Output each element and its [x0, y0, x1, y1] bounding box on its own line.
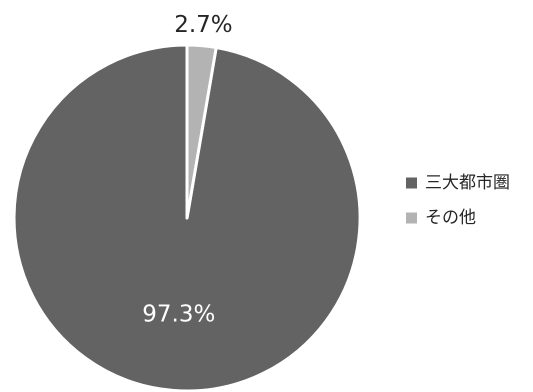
legend-swatch-1 — [406, 177, 417, 189]
pie-slices — [12, 43, 362, 392]
legend-swatch-2 — [406, 212, 417, 224]
pie-slice-2 — [185, 43, 218, 220]
legend-label-2: その他 — [425, 208, 476, 228]
legend-label-1: 三大都市圏 — [425, 173, 510, 193]
data-labels: 97.3% 2.7% — [142, 12, 232, 328]
data-label-2: 2.7% — [174, 12, 232, 38]
data-label-1: 97.3% — [142, 302, 215, 328]
